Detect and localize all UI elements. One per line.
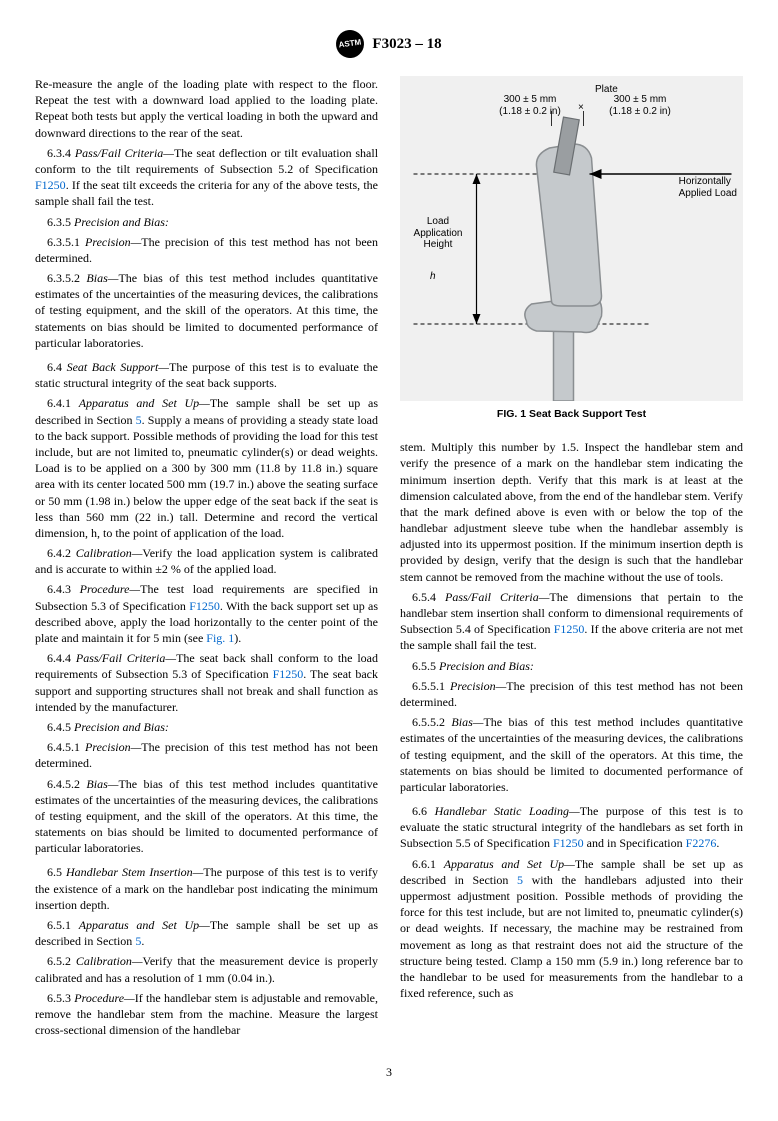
body-text: 6.6 Handlebar Static Loading—The purpose… (400, 803, 743, 852)
body-text: Re-measure the angle of the loading plat… (35, 76, 378, 141)
body-text: 6.3.5.2 Bias—The bias of this test metho… (35, 270, 378, 351)
doc-number: F3023 – 18 (372, 34, 441, 54)
body-text: 6.5.5.2 Bias—The bias of this test metho… (400, 714, 743, 795)
fig-label: LoadApplicationHeight (408, 216, 468, 251)
body-text: 6.4.1 Apparatus and Set Up—The sample sh… (35, 395, 378, 541)
body-text: 6.3.4 Pass/Fail Criteria—The seat deflec… (35, 145, 378, 210)
fig-ref: Fig. 1 (206, 631, 234, 645)
fig-label: 300 ± 5 mm(1.18 ± 0.2 in) (600, 94, 680, 117)
body-text: 6.4.5 Precision and Bias: (35, 719, 378, 735)
two-column-layout: Re-measure the angle of the loading plat… (35, 76, 743, 1042)
body-text: 6.4.3 Procedure—The test load requiremen… (35, 581, 378, 646)
figure-seat-back: Plate 300 ± 5 mm(1.18 ± 0.2 in) × 300 ± … (400, 76, 743, 401)
body-text: 6.5.3 Procedure—If the handlebar stem is… (35, 990, 378, 1039)
body-text: 6.4 Seat Back Support—The purpose of thi… (35, 359, 378, 391)
body-text: 6.4.5.1 Precision—The precision of this … (35, 739, 378, 771)
spec-ref: F1250 (273, 667, 304, 681)
fig-label: HorizontallyApplied Load (679, 176, 737, 199)
body-text: 6.3.5.1 Precision—The precision of this … (35, 234, 378, 266)
fig-label: × (578, 102, 584, 114)
body-text: stem. Multiply this number by 1.5. Inspe… (400, 439, 743, 585)
spec-ref: F1250 (554, 622, 585, 636)
body-text: 6.5.2 Calibration—Verify that the measur… (35, 953, 378, 985)
fig-label: h (430, 271, 436, 283)
figure-caption: FIG. 1 Seat Back Support Test (400, 407, 743, 421)
body-text: 6.5.4 Pass/Fail Criteria—The dimensions … (400, 589, 743, 654)
doc-header: ASTM F3023 – 18 (35, 30, 743, 58)
spec-ref: F1250 (189, 599, 220, 613)
page-number: 3 (35, 1064, 743, 1080)
right-column: Plate 300 ± 5 mm(1.18 ± 0.2 in) × 300 ± … (400, 76, 743, 1042)
body-text: 6.6.1 Apparatus and Set Up—The sample sh… (400, 856, 743, 1002)
body-text: 6.5.1 Apparatus and Set Up—The sample sh… (35, 917, 378, 949)
body-text: 6.4.2 Calibration—Verify the load applic… (35, 545, 378, 577)
spec-ref: F2276 (686, 836, 717, 850)
spec-ref: F1250 (35, 178, 66, 192)
fig-label: 300 ± 5 mm(1.18 ± 0.2 in) (490, 94, 570, 117)
body-text: 6.5.5.1 Precision—The precision of this … (400, 678, 743, 710)
left-column: Re-measure the angle of the loading plat… (35, 76, 378, 1042)
body-text: 6.5.5 Precision and Bias: (400, 658, 743, 674)
astm-logo-icon: ASTM (335, 28, 367, 60)
body-text: 6.4.4 Pass/Fail Criteria—The seat back s… (35, 650, 378, 715)
body-text: 6.3.5 Precision and Bias: (35, 214, 378, 230)
body-text: 6.5 Handlebar Stem Insertion—The purpose… (35, 864, 378, 913)
body-text: 6.4.5.2 Bias—The bias of this test metho… (35, 776, 378, 857)
spec-ref: F1250 (553, 836, 584, 850)
